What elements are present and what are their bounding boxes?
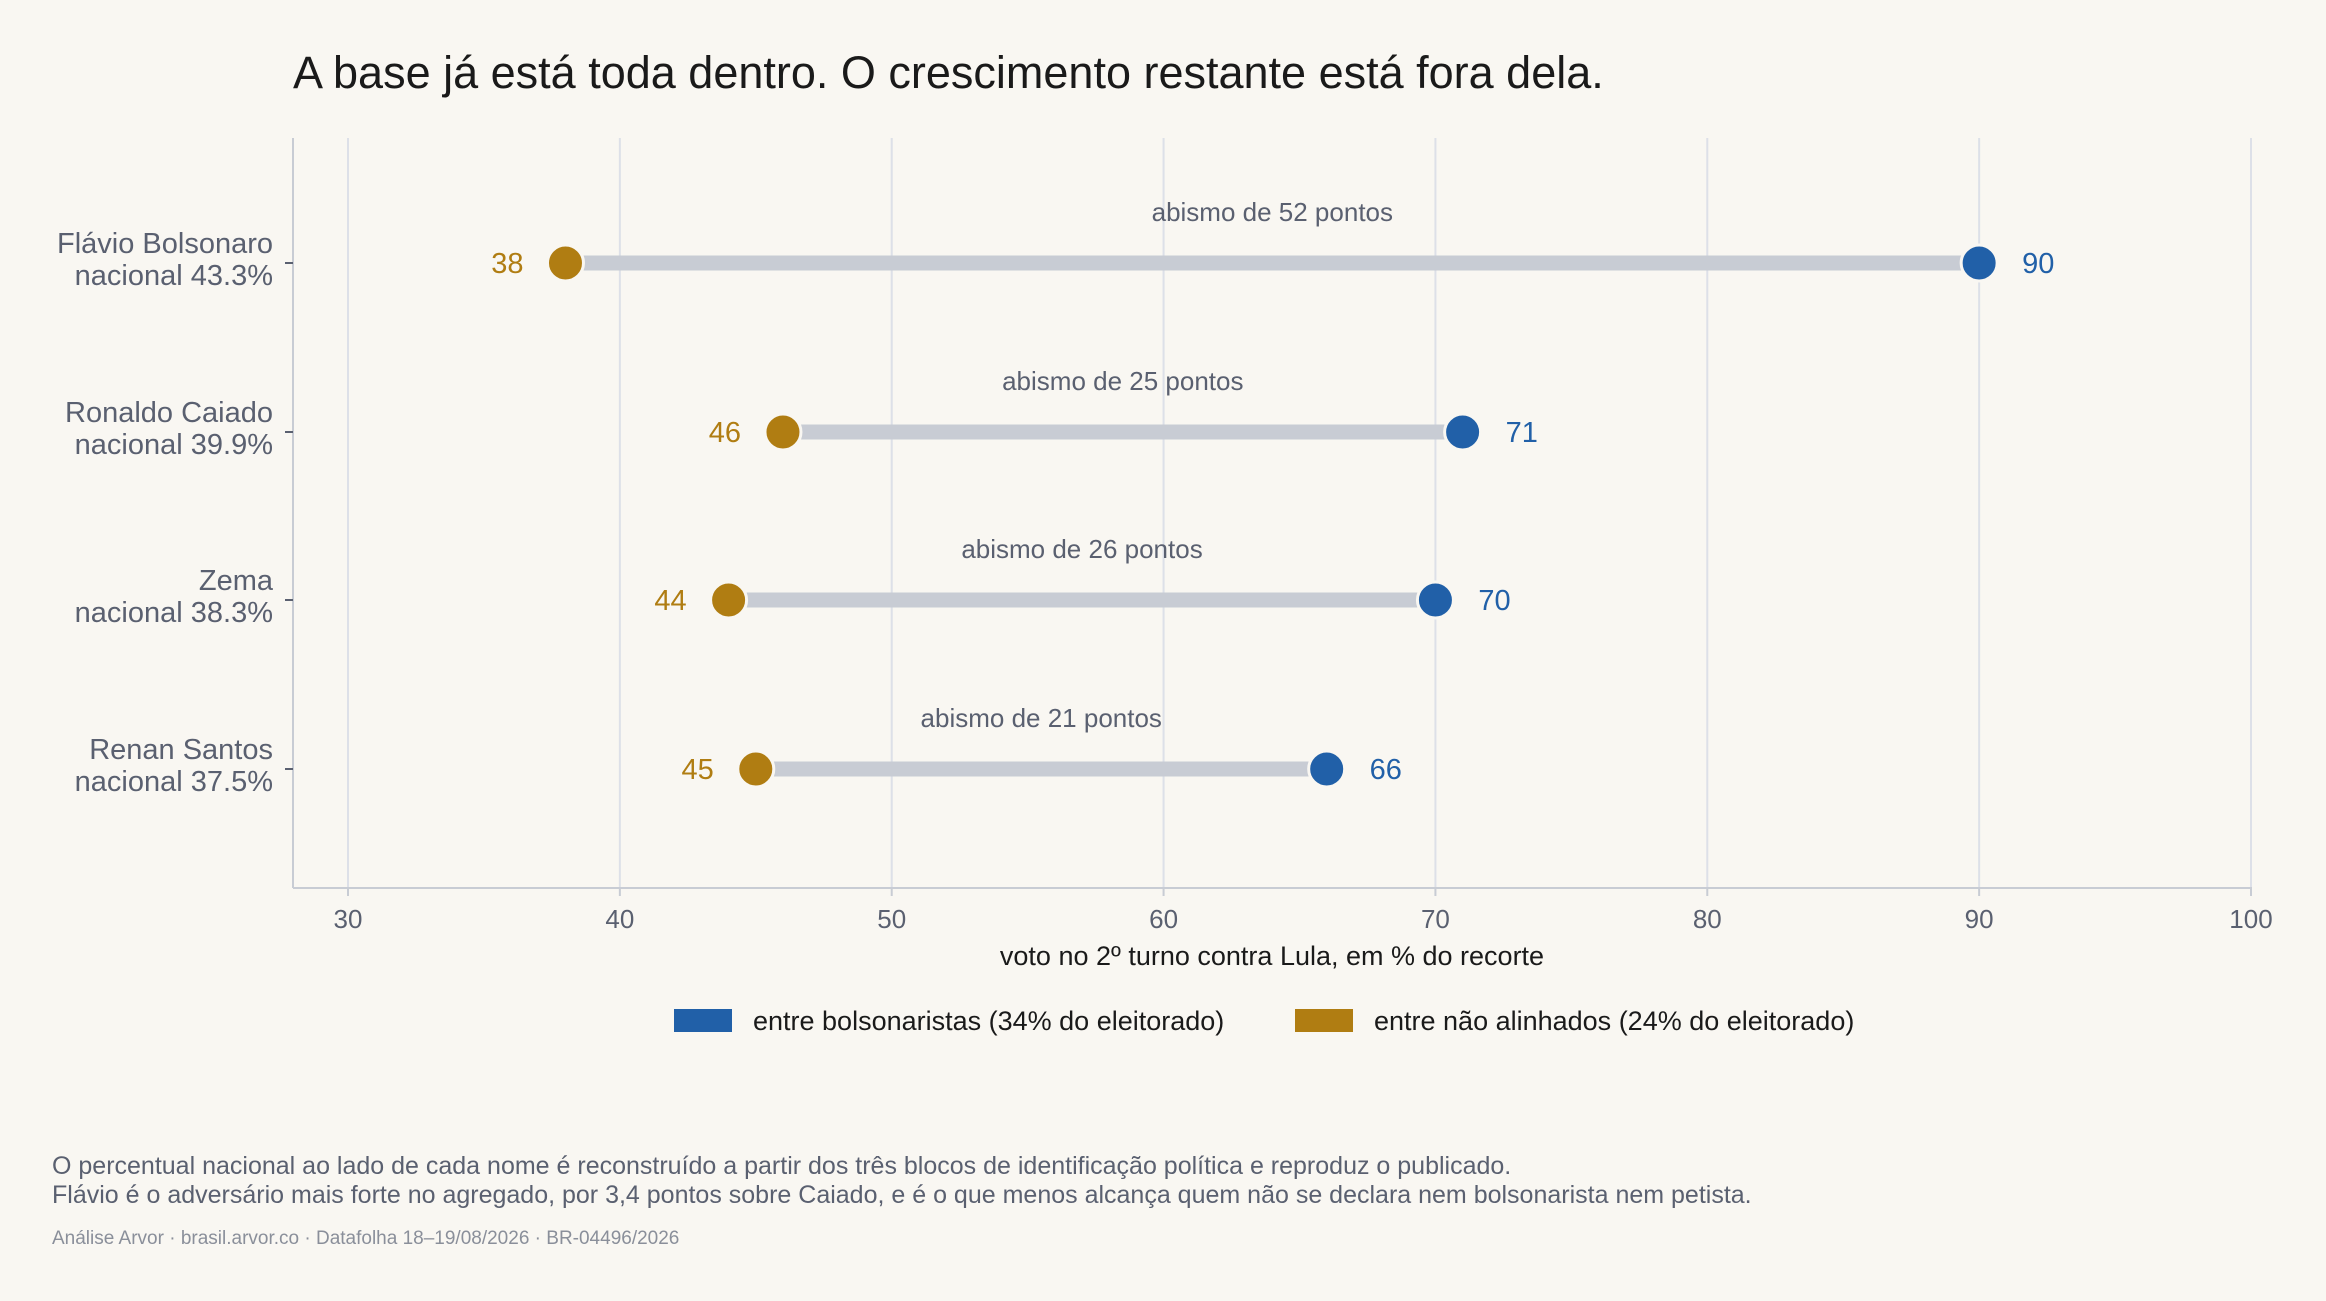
candidate-national: nacional 37.5% <box>75 766 273 798</box>
value-label-nao-alinhados: 38 <box>491 248 523 280</box>
x-axis-title: voto no 2º turno contra Lula, em % do re… <box>1000 941 1544 971</box>
legend-item-nao-alinhados: entre não alinhados (24% do eleitorado) <box>1295 1006 1854 1036</box>
x-tick-label-50: 50 <box>877 904 906 934</box>
candidate-name: Zema <box>199 565 274 597</box>
gap-label: abismo de 26 pontos <box>961 534 1202 564</box>
footnote-line-1: O percentual nacional ao lado de cada no… <box>52 1152 1512 1180</box>
candidate-national: nacional 38.3% <box>75 597 273 629</box>
point-nao-alinhados <box>763 412 803 452</box>
x-tick-label-90: 90 <box>1965 904 1994 934</box>
x-tick-label-70: 70 <box>1421 904 1450 934</box>
candidate-name: Renan Santos <box>89 734 273 766</box>
footnote: O percentual nacional ao lado de cada no… <box>52 1152 1752 1210</box>
candidate-name: Ronaldo Caiado <box>65 397 273 429</box>
gap-label: abismo de 21 pontos <box>921 703 1162 733</box>
point-nao-alinhados <box>736 749 776 789</box>
x-tick-label-40: 40 <box>605 904 634 934</box>
legend: entre bolsonaristas (34% do eleitorado) e… <box>674 1006 1854 1036</box>
value-label-bolsonaristas: 90 <box>2022 248 2054 280</box>
candidate-national: nacional 43.3% <box>75 260 273 292</box>
x-tick-label-80: 80 <box>1693 904 1722 934</box>
gap-label: abismo de 25 pontos <box>1002 366 1243 396</box>
value-label-nao-alinhados: 46 <box>709 417 741 449</box>
legend-label: entre bolsonaristas (34% do eleitorado) <box>753 1006 1224 1036</box>
x-tick-label-30: 30 <box>334 904 363 934</box>
chart-title: A base já está toda dentro. O cresciment… <box>293 47 1604 98</box>
candidate-national: nacional 39.9% <box>75 429 273 461</box>
legend-label: entre não alinhados (24% do eleitorado) <box>1374 1006 1854 1036</box>
point-bolsonaristas <box>1307 749 1347 789</box>
source-credit: Análise Arvor · brasil.arvor.co · Datafo… <box>52 1228 680 1249</box>
point-bolsonaristas <box>1443 412 1483 452</box>
x-tick-label-60: 60 <box>1149 904 1178 934</box>
x-axis: 30 40 50 60 70 80 90 100 <box>292 138 2273 934</box>
point-nao-alinhados <box>709 580 749 620</box>
legend-swatch <box>1295 1009 1353 1032</box>
value-label-nao-alinhados: 45 <box>682 754 714 786</box>
candidate-name: Flávio Bolsonaro <box>57 228 273 260</box>
value-label-nao-alinhados: 44 <box>654 585 686 617</box>
point-bolsonaristas <box>1959 243 1999 283</box>
legend-item-bolsonaristas: entre bolsonaristas (34% do eleitorado) <box>674 1006 1224 1036</box>
point-bolsonaristas <box>1415 580 1455 620</box>
point-nao-alinhados <box>545 243 585 283</box>
footnote-line-2: Flávio é o adversário mais forte no agre… <box>52 1181 1752 1209</box>
value-label-bolsonaristas: 71 <box>1506 417 1538 449</box>
legend-swatch <box>674 1009 732 1032</box>
value-label-bolsonaristas: 66 <box>1370 754 1402 786</box>
gap-label: abismo de 52 pontos <box>1152 197 1393 227</box>
x-tick-label-100: 100 <box>2229 904 2272 934</box>
value-label-bolsonaristas: 70 <box>1478 585 1510 617</box>
